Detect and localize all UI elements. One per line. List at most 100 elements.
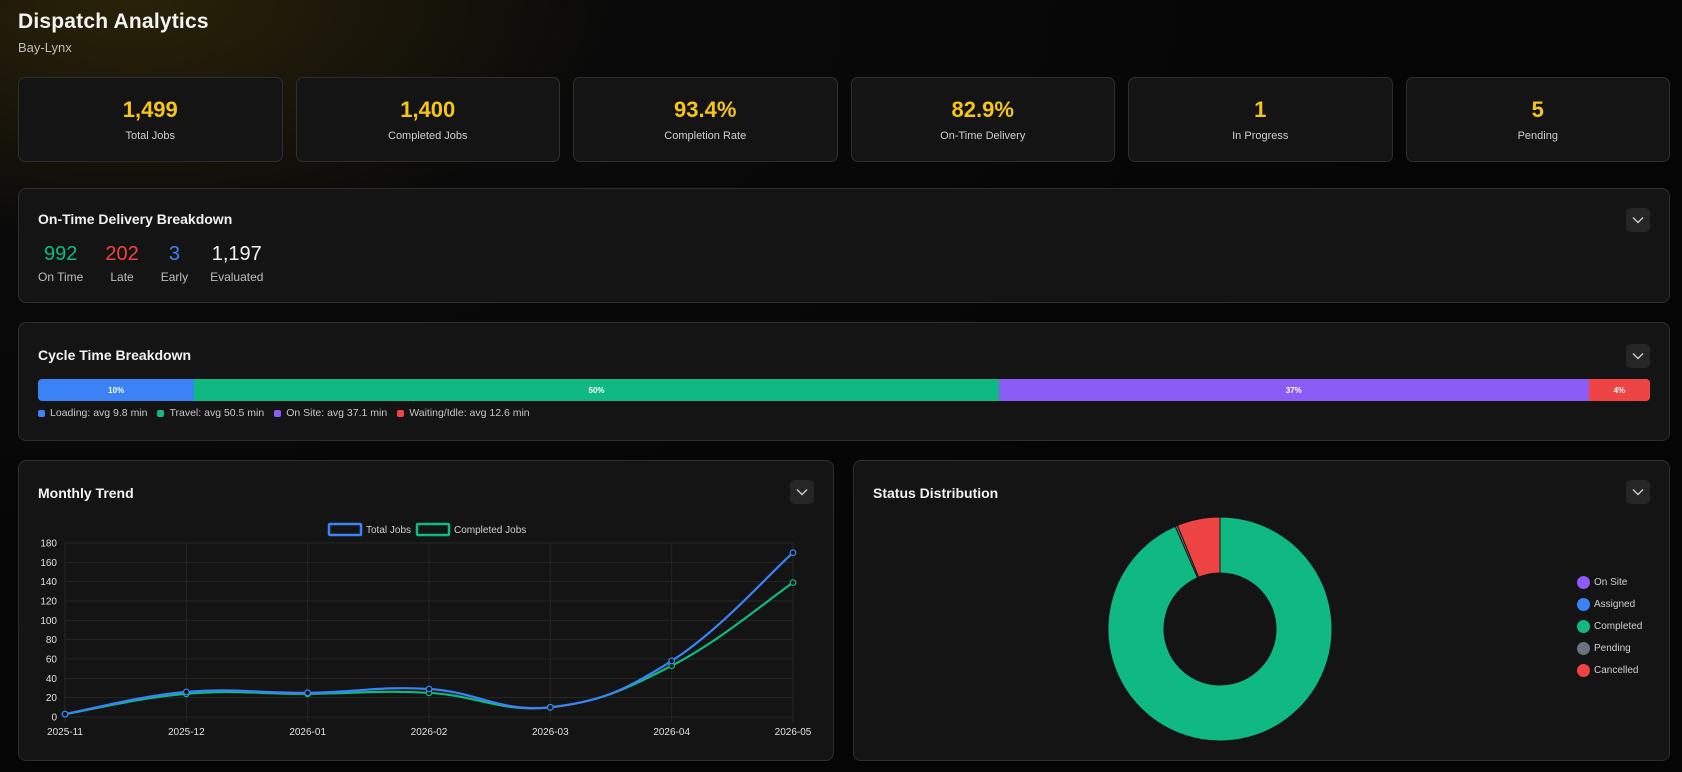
legend-item-loading: Loading: avg 9.8 min	[38, 407, 147, 419]
kpi-value: 93.4%	[674, 97, 737, 122]
kpi-card-completed-jobs: 1,400 Completed Jobs	[295, 77, 560, 162]
x-tick-label: 2025-12	[168, 727, 205, 738]
on-time-delivery-panel: On-Time Delivery Breakdown 992 On Time 2…	[18, 188, 1670, 303]
kpi-label: Total Jobs	[125, 130, 176, 142]
kpi-card-on-time-delivery: 82.9% On-Time Delivery	[850, 77, 1115, 162]
panel-title: On-Time Delivery Breakdown	[38, 211, 233, 227]
legend-item-assigned[interactable]: Assigned	[1577, 598, 1642, 611]
stat-value: 992	[43, 243, 78, 265]
panel-title: Cycle Time Breakdown	[38, 347, 192, 363]
kpi-card-total-jobs: 1,499 Total Jobs	[18, 77, 283, 162]
kpi-label: Pending	[1517, 130, 1558, 142]
data-point	[425, 685, 433, 693]
data-point	[668, 657, 676, 665]
y-tick-label: 40	[46, 674, 58, 685]
y-tick-label: 160	[40, 558, 57, 569]
data-point	[61, 710, 69, 718]
stat-evaluated: 1,197 Evaluated	[210, 243, 263, 284]
legend-swatch	[274, 409, 282, 417]
kpi-value: 82.9%	[951, 97, 1014, 122]
x-tick-label: 2026-01	[289, 727, 326, 738]
legend-label-completed-jobs: Completed Jobs	[454, 525, 526, 536]
legend-item-on-site[interactable]: On Site	[1577, 576, 1642, 589]
x-tick-label: 2026-04	[653, 727, 690, 738]
legend-swatch-total-jobs	[327, 522, 363, 537]
page-header: Dispatch Analytics Bay-Lynx	[18, 10, 209, 55]
stat-value: 3	[168, 243, 180, 265]
donut-slice-cancelled	[1176, 516, 1221, 578]
kpi-label: In Progress	[1232, 130, 1289, 142]
chevron-down-icon	[1632, 489, 1644, 496]
legend-swatch-completed-jobs	[415, 522, 451, 537]
status-donut-chart	[1107, 516, 1333, 742]
chevron-down-icon	[1632, 353, 1644, 360]
chevron-down-icon	[796, 489, 808, 496]
legend-label: Travel: avg 50.5 min	[169, 407, 265, 419]
collapse-button[interactable]	[1626, 344, 1650, 368]
page-subtitle: Bay-Lynx	[18, 40, 72, 55]
stat-late: 202 Late	[105, 243, 138, 284]
legend-swatch	[38, 409, 45, 417]
legend-dot	[1577, 598, 1590, 611]
cycle-segment-waiting: 4%	[1588, 379, 1650, 401]
kpi-card-completion-rate: 93.4% Completion Rate	[573, 77, 838, 162]
data-point	[304, 689, 312, 697]
data-point	[546, 703, 554, 711]
cycle-time-panel: Cycle Time Breakdown 10% 50% 37% 4% Load…	[18, 322, 1670, 441]
kpi-value: 1,499	[122, 97, 178, 122]
legend-item-travel: Travel: avg 50.5 min	[157, 407, 264, 419]
data-point	[789, 579, 797, 587]
legend-label: Cancelled	[1594, 665, 1639, 676]
cycle-segment-on-site: 37%	[998, 379, 1589, 401]
legend-dot	[1577, 642, 1590, 655]
kpi-label: Completion Rate	[664, 130, 747, 142]
legend-dot	[1577, 620, 1590, 633]
kpi-label: Completed Jobs	[388, 130, 468, 142]
collapse-button[interactable]	[1626, 208, 1650, 232]
x-axis: 2025-11 2025-12 2026-01 2026-02 2026-03 2026-…	[47, 727, 812, 738]
chart-legend: Total Jobs Completed Jobs	[327, 522, 526, 537]
kpi-row: 1,499 Total Jobs 1,400 Completed Jobs 93…	[18, 77, 1670, 162]
y-tick-label: 140	[40, 577, 57, 588]
stat-on-time: 992 On Time	[38, 243, 83, 284]
legend-label: Completed	[1594, 621, 1643, 632]
collapse-button[interactable]	[790, 480, 814, 504]
legend-label: Loading: avg 9.8 min	[50, 407, 148, 419]
legend-label: Pending	[1594, 643, 1631, 654]
legend-label: Waiting/Idle: avg 12.6 min	[409, 407, 530, 419]
legend-swatch	[157, 409, 165, 417]
legend-dot	[1577, 576, 1590, 589]
stat-early: 3 Early	[161, 243, 188, 284]
y-tick-label: 60	[46, 655, 58, 666]
legend-item-waiting: Waiting/Idle: avg 12.6 min	[397, 407, 530, 419]
monthly-trend-chart: Total Jobs Completed Jobs 0 20 40 60 80 100 12…	[40, 522, 812, 738]
legend-item-completed[interactable]: Completed	[1577, 620, 1642, 633]
cycle-time-bar: 10% 50% 37% 4%	[38, 379, 1650, 401]
panel-title: Status Distribution	[873, 485, 999, 501]
panel-title: Monthly Trend	[38, 485, 134, 501]
legend-swatch	[397, 409, 405, 417]
status-legend: On Site Assigned Completed Pending Cance…	[1577, 576, 1642, 677]
collapse-button[interactable]	[1626, 480, 1650, 504]
status-distribution-panel: Status Distribution On Site Assigned Com…	[853, 460, 1670, 761]
y-axis: 0 20 40 60 80 100 120 140 160 180	[40, 539, 57, 724]
legend-item-pending[interactable]: Pending	[1577, 642, 1642, 655]
stat-label: Evaluated	[210, 270, 264, 284]
stat-value: 1,197	[211, 243, 262, 265]
y-tick-label: 100	[40, 616, 57, 627]
legend-item-cancelled[interactable]: Cancelled	[1577, 664, 1642, 677]
y-tick-label: 0	[51, 713, 57, 724]
monthly-trend-panel: Monthly Trend Total Jobs Completed Jobs …	[18, 460, 834, 761]
cycle-segment-travel: 50%	[194, 379, 999, 401]
x-tick-label: 2025-11	[47, 727, 83, 738]
kpi-value: 1	[1254, 97, 1267, 122]
x-tick-label: 2026-05	[775, 727, 812, 738]
kpi-card-in-progress: 1 In Progress	[1128, 77, 1393, 162]
legend-label: Assigned	[1594, 599, 1636, 610]
x-tick-label: 2026-02	[411, 727, 448, 738]
kpi-value: 5	[1531, 97, 1544, 122]
legend-item-on-site: On Site: avg 37.1 min	[274, 407, 387, 419]
cycle-segment-loading: 10%	[38, 379, 195, 401]
y-tick-label: 120	[40, 597, 57, 608]
stat-label: Early	[160, 270, 189, 284]
